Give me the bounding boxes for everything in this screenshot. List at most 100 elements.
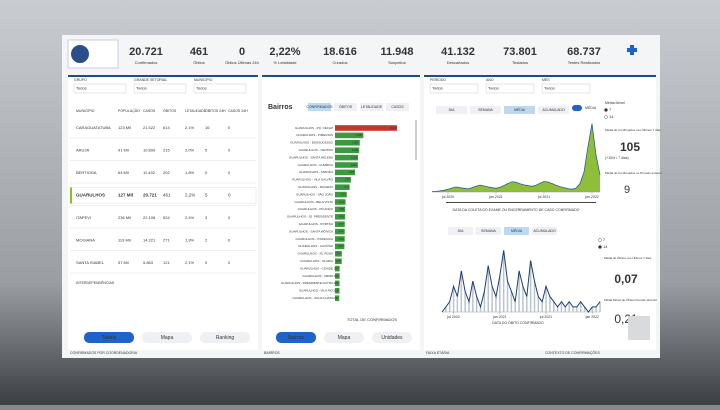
bar-label: GUARULHOS - JD. PRESIDENTE	[287, 215, 333, 219]
cell: ARUJÁ	[76, 148, 89, 153]
tab[interactable]	[436, 106, 467, 114]
bar-label: GUARULHOS - PQ. CECAP	[295, 126, 333, 130]
cell: 524	[163, 215, 170, 220]
cell: ITAPEVI	[76, 215, 91, 220]
cell: 64 Mil	[118, 170, 129, 175]
filter-box[interactable]	[541, 83, 591, 94]
bar	[335, 154, 359, 161]
tab[interactable]	[532, 227, 557, 235]
cell: 2	[205, 238, 208, 243]
cell: 0	[228, 215, 231, 220]
radio[interactable]	[598, 245, 602, 249]
axis-title: DATA DA COLETA DO EXAME OU ENCERRAMENTO …	[453, 208, 580, 212]
trend-line	[431, 123, 601, 193]
bar-value: 474	[339, 237, 344, 241]
tab[interactable]	[504, 227, 529, 235]
filter-value: Todos	[432, 86, 443, 91]
panel	[424, 75, 656, 350]
button[interactable]	[200, 332, 250, 343]
tab[interactable]	[334, 103, 357, 111]
bar-value: 221	[334, 281, 339, 285]
kpi-label: % Letalidade	[273, 60, 297, 65]
cell: 614	[163, 125, 170, 130]
button-label: Ranking	[216, 335, 235, 341]
area	[432, 123, 600, 192]
kpi-value: 41.132	[441, 46, 475, 58]
bar-label: GUARULHOS - CAVIÚNA	[298, 243, 333, 248]
filter-box[interactable]	[193, 83, 247, 94]
x-tick-label: jul 2021	[537, 195, 550, 199]
cell: 0	[205, 260, 208, 265]
tab[interactable]	[538, 106, 569, 114]
side-label: Média de Confirmados no Período anterior	[605, 171, 662, 175]
filter-box[interactable]	[133, 83, 187, 94]
tab[interactable]	[308, 103, 331, 111]
bar-value: 491	[339, 215, 344, 219]
cell: 0	[228, 125, 231, 130]
tab[interactable]	[504, 106, 535, 114]
bar-value: 1181	[352, 148, 359, 152]
tab[interactable]	[448, 227, 473, 235]
filter-box[interactable]	[429, 83, 479, 94]
radio[interactable]	[604, 108, 608, 112]
bar	[335, 221, 345, 227]
kpi-value: 18.616	[323, 46, 357, 58]
kpi-label: Confirmados	[135, 60, 158, 65]
bar-label: GUARULHOS - TABOÃO	[299, 169, 334, 174]
x-tick-label: jan 2022	[584, 195, 598, 199]
tab-label: ACUMULADO	[533, 229, 556, 233]
cell: 1,9%	[185, 238, 195, 243]
cell: 5.863	[143, 260, 154, 265]
radio-label: 7	[603, 237, 606, 242]
cell: 271	[163, 238, 170, 243]
tab[interactable]	[476, 227, 501, 235]
bar-label: GUARULHOS - PICANÇO	[298, 207, 334, 211]
button[interactable]	[324, 332, 364, 343]
cell: SANTA ISABEL	[76, 260, 105, 265]
tab[interactable]	[470, 106, 501, 114]
bar-label: GUARULHOS - PRESIDENTE DUTRA	[281, 281, 333, 285]
bar-value: 206	[333, 296, 338, 300]
slider	[446, 202, 596, 203]
cell: 14.221	[143, 238, 156, 243]
tab-label: MÉDIA	[511, 228, 523, 233]
toggle[interactable]	[572, 105, 582, 111]
button[interactable]	[276, 332, 316, 343]
kpi-label: Óbitos Últimas 24h	[225, 60, 259, 65]
tab-label: ÓBITOS	[339, 104, 353, 109]
radio[interactable]	[598, 238, 602, 242]
bar-value: 334	[336, 252, 341, 256]
line	[441, 250, 601, 313]
cell: 20.721	[143, 193, 157, 198]
button[interactable]	[372, 332, 412, 343]
button[interactable]	[84, 332, 134, 343]
bar-label: GUARULHOS - VILA RIO	[299, 289, 334, 293]
cell: 91 Mil	[118, 148, 129, 153]
bar-value: 1380	[356, 133, 363, 137]
tab[interactable]	[360, 103, 383, 111]
cell: 22.108	[143, 215, 156, 220]
kpi-value: 11.948	[380, 46, 413, 58]
bar-value: 573	[341, 192, 346, 196]
tab-label: DIA	[449, 108, 456, 112]
bar	[335, 280, 340, 287]
cell: GUARULHOS	[76, 193, 105, 198]
bar	[335, 191, 347, 198]
button[interactable]	[142, 332, 192, 343]
cell: MOGIANA	[76, 238, 95, 243]
cell: 11.492	[143, 170, 156, 175]
bar-value: 477	[339, 222, 344, 226]
cell: 1,8%	[185, 170, 195, 175]
bar-value: 459	[338, 244, 343, 248]
bar-label: GUARULHOS - PIMENTAS	[296, 133, 333, 137]
tab[interactable]	[386, 103, 409, 111]
scroll-top-button[interactable]	[628, 316, 650, 340]
column-header: CASOS 24H	[228, 109, 248, 113]
bar-value: 775	[345, 178, 350, 182]
cell: 0	[205, 170, 208, 175]
filter-box[interactable]	[73, 83, 127, 94]
filter-box[interactable]	[485, 83, 535, 94]
bar	[335, 258, 342, 264]
button-label: Mapa	[161, 335, 174, 341]
radio[interactable]	[604, 115, 608, 119]
